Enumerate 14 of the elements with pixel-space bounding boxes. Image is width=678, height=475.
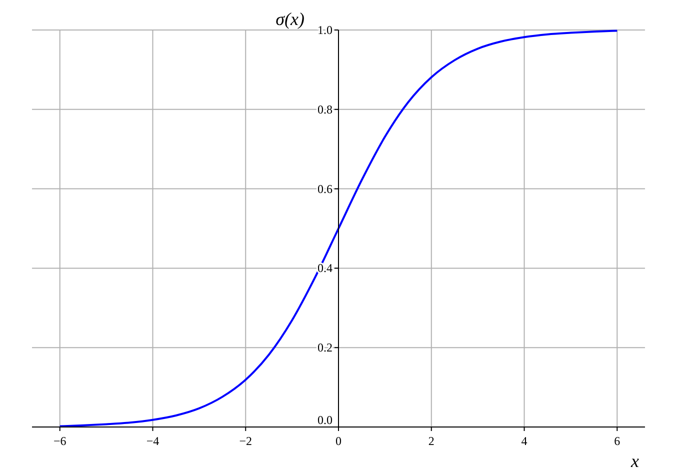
x-tick-label: 0 xyxy=(336,434,342,448)
x-tick-label: −2 xyxy=(239,434,252,448)
y-tick-label: 0.2 xyxy=(318,340,332,355)
y-tick-label: 1.0 xyxy=(318,23,332,37)
x-tick-label: 4 xyxy=(521,434,528,448)
y-axis-title: σ(x) xyxy=(276,9,304,29)
y-tick-label: 0.0 xyxy=(318,413,332,427)
x-tick-label: −4 xyxy=(146,434,160,448)
y-tick-label: 0.8 xyxy=(318,102,332,116)
x-tick-label: 6 xyxy=(614,434,620,448)
y-tick-label: 0.6 xyxy=(318,182,332,196)
x-tick-label: −6 xyxy=(53,434,66,448)
x-axis-title: x xyxy=(630,451,639,471)
x-tick-label: 2 xyxy=(428,434,434,448)
